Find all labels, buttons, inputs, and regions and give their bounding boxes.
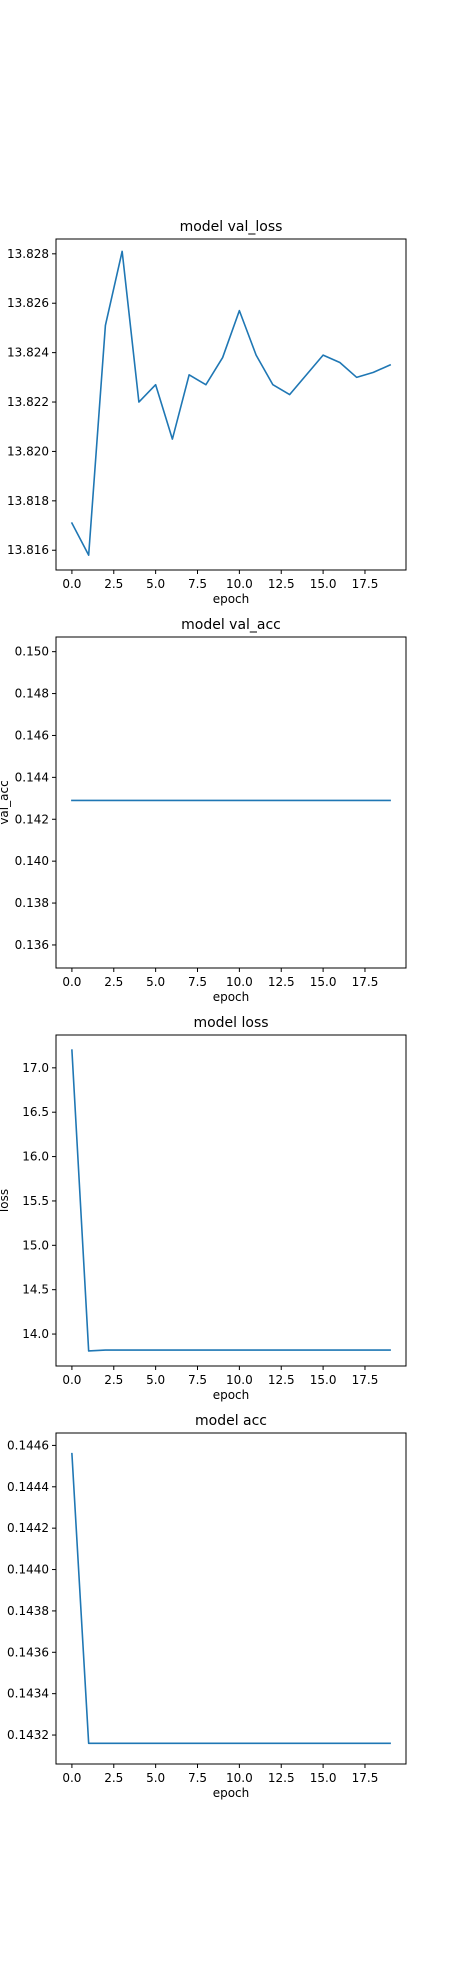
x-tick-label: 7.5 xyxy=(188,975,207,989)
y-tick-label: 0.146 xyxy=(15,728,49,742)
chart-title: model val_loss xyxy=(180,219,283,235)
x-tick-label: 2.5 xyxy=(104,1771,123,1785)
x-tick-label: 17.5 xyxy=(352,975,379,989)
x-tick-label: 15.0 xyxy=(310,577,337,591)
y-tick-label: 0.138 xyxy=(15,896,49,910)
x-axis-label: epoch xyxy=(213,990,250,1004)
x-tick-label: 0.0 xyxy=(62,1373,81,1387)
x-tick-label: 10.0 xyxy=(226,577,253,591)
chart-title: model loss xyxy=(193,1015,268,1031)
y-tick-label: 16.0 xyxy=(22,1150,49,1164)
x-tick-label: 0.0 xyxy=(62,1771,81,1785)
x-tick-label: 12.5 xyxy=(268,1373,295,1387)
y-tick-label: 17.0 xyxy=(22,1061,49,1075)
y-tick-label: 13.816 xyxy=(7,543,49,557)
x-axis-label: epoch xyxy=(213,1388,250,1402)
y-tick-label: 0.1446 xyxy=(7,1438,49,1452)
chart-title: model val_acc xyxy=(181,617,281,633)
axes-frame xyxy=(55,636,407,969)
x-tick-label: 15.0 xyxy=(310,1771,337,1785)
chart-panel-4: model acc 0.0 2.5 5.0 7.5 10.0 12.5 15.0 17.5 0.1… xyxy=(7,1413,407,1800)
x-tick-label: 7.5 xyxy=(188,577,207,591)
y-tick-label: 0.144 xyxy=(15,770,49,784)
x-tick-label: 15.0 xyxy=(310,1373,337,1387)
y-tick-label: 0.148 xyxy=(15,687,49,701)
y-tick-label: 0.1436 xyxy=(7,1645,49,1659)
y-tick-label: 0.136 xyxy=(15,938,49,952)
series-line xyxy=(71,1049,391,1352)
chart-panel-2: model val_acc 0.0 2.5 5.0 7.5 10.0 12.5 15.0 17.… xyxy=(0,617,407,1004)
y-tick-label: 13.820 xyxy=(7,444,49,458)
y-tick-label: 0.1444 xyxy=(7,1480,49,1494)
x-tick-label: 7.5 xyxy=(188,1373,207,1387)
x-tick-label: 12.5 xyxy=(268,577,295,591)
y-tick-label: 13.822 xyxy=(7,395,49,409)
x-tick-label: 2.5 xyxy=(104,577,123,591)
x-tick-label: 2.5 xyxy=(104,975,123,989)
axes-frame xyxy=(55,1432,407,1765)
y-tick-label: 0.1442 xyxy=(7,1521,49,1535)
y-tick-label: 0.1434 xyxy=(7,1687,49,1701)
x-tick-label: 17.5 xyxy=(352,1373,379,1387)
y-tick-label: 0.142 xyxy=(15,812,49,826)
x-tick-label: 5.0 xyxy=(146,1771,165,1785)
x-axis-label: epoch xyxy=(213,592,250,606)
x-tick-label: 10.0 xyxy=(226,1373,253,1387)
y-tick-label: 0.1438 xyxy=(7,1604,49,1618)
x-tick-label: 12.5 xyxy=(268,1771,295,1785)
x-tick-label: 5.0 xyxy=(146,1373,165,1387)
axes-frame xyxy=(55,238,407,571)
series-line xyxy=(70,250,392,556)
y-tick-label: 13.828 xyxy=(7,247,49,261)
y-tick-label: 0.140 xyxy=(15,854,49,868)
x-tick-label: 10.0 xyxy=(226,1771,253,1785)
chart-panel-1: model val_loss 0.0 2.5 5.0 7.5 10.0 12.5 15.0 17… xyxy=(7,219,407,606)
y-tick-label: 16.5 xyxy=(22,1105,49,1119)
x-tick-label: 2.5 xyxy=(104,1373,123,1387)
y-tick-label: 14.0 xyxy=(22,1327,49,1341)
chart-title: model acc xyxy=(195,1413,267,1429)
y-tick-label: 14.5 xyxy=(22,1283,49,1297)
x-tick-label: 12.5 xyxy=(268,975,295,989)
x-tick-label: 5.0 xyxy=(146,577,165,591)
x-tick-label: 10.0 xyxy=(226,975,253,989)
x-tick-label: 5.0 xyxy=(146,975,165,989)
x-tick-label: 0.0 xyxy=(62,577,81,591)
x-tick-label: 17.5 xyxy=(352,1771,379,1785)
y-tick-label: 0.1440 xyxy=(7,1563,49,1577)
x-axis-label: epoch xyxy=(213,1786,250,1800)
chart-panel-3: model loss 0.0 2.5 5.0 7.5 10.0 12.5 15.0 17.5 14… xyxy=(0,1015,407,1402)
x-tick-label: 17.5 xyxy=(352,577,379,591)
series-line xyxy=(71,1452,391,1745)
x-tick-label: 15.0 xyxy=(310,975,337,989)
y-tick-label: 13.818 xyxy=(7,494,49,508)
y-tick-label: 13.826 xyxy=(7,296,49,310)
x-tick-label: 7.5 xyxy=(188,1771,207,1785)
y-tick-label: 0.150 xyxy=(15,645,49,659)
y-axis-label: loss xyxy=(0,1189,11,1212)
y-tick-label: 0.1432 xyxy=(7,1728,49,1742)
y-axis-label: val_acc xyxy=(0,780,11,824)
x-tick-label: 0.0 xyxy=(62,975,81,989)
y-tick-label: 13.824 xyxy=(7,346,49,360)
y-tick-label: 15.5 xyxy=(22,1194,49,1208)
y-tick-label: 15.0 xyxy=(22,1238,49,1252)
